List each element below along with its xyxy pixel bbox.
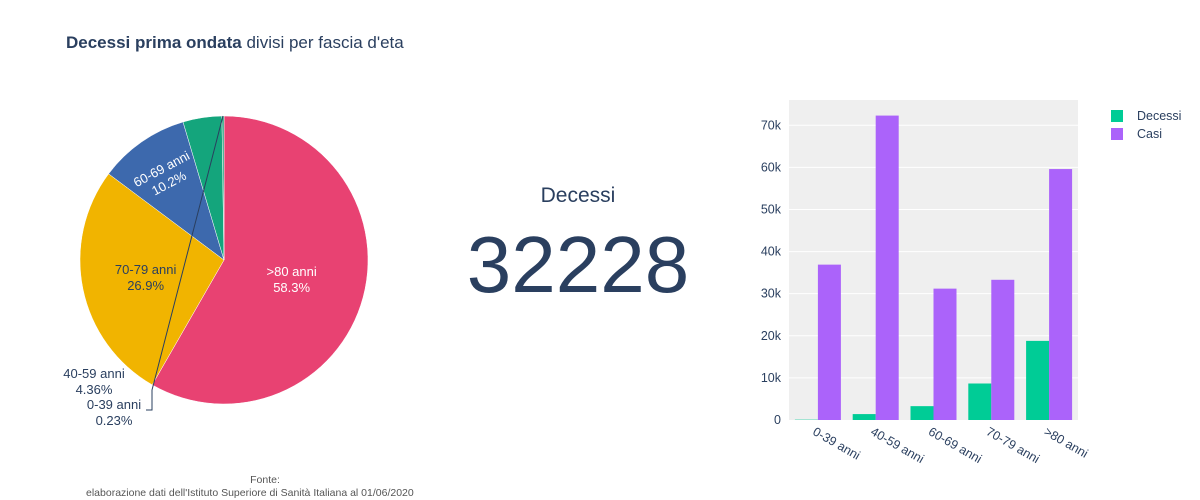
legend-swatch: [1111, 128, 1123, 140]
chart-title: Decessi prima ondata divisi per fascia d…: [66, 33, 404, 52]
legend-swatch: [1111, 110, 1123, 122]
legend-label: Decessi: [1137, 109, 1181, 123]
bar-decessi: [910, 406, 934, 420]
indicator: Decessi 32228: [467, 184, 689, 309]
y-tick-label: 50k: [761, 202, 782, 216]
x-tick-label: >80 anni: [1042, 424, 1091, 460]
pie-percent: 26.9%: [127, 278, 164, 293]
indicator-value: 32228: [467, 220, 689, 309]
pie-label: 40-59 anni: [63, 366, 125, 381]
y-tick-label: 10k: [761, 371, 782, 385]
x-tick-label: 60-69 anni: [926, 424, 984, 466]
x-tick-label: 70-79 anni: [984, 424, 1042, 466]
pie-slice: [79, 173, 225, 386]
pie-label: 0-39 anni: [87, 397, 141, 412]
bar-decessi: [968, 383, 992, 420]
pie-percent: 58.3%: [273, 280, 310, 295]
y-tick-label: 30k: [761, 287, 782, 301]
indicator-label: Decessi: [541, 184, 616, 207]
pie-slice: [221, 115, 225, 261]
bar-chart: 0 10k 20k 30k 40k 50k 60k 70k 0-39 anni 40-59 ann…: [761, 100, 1091, 466]
y-tick-label: 40k: [761, 245, 782, 259]
pie-leader-line: [146, 115, 224, 411]
bar-decessi: [852, 414, 876, 420]
pie-label: >80 anni: [267, 264, 317, 279]
pie-percent: 4.36%: [76, 382, 113, 397]
y-tick-label: 70k: [761, 118, 782, 132]
bar-casi: [933, 288, 957, 420]
x-tick-label: 40-59 anni: [868, 424, 926, 466]
bar-casi: [1049, 169, 1073, 420]
bar-decessi: [1026, 340, 1050, 420]
y-tick-label: 60k: [761, 160, 782, 174]
bar-casi: [991, 279, 1015, 420]
pie-slice: [108, 121, 225, 261]
pie-label: 70-79 anni: [115, 262, 177, 277]
source-label: Fonte:: [250, 474, 280, 486]
source-text: elaborazione dati dell'Istituto Superior…: [86, 487, 414, 499]
bar-casi: [875, 115, 899, 420]
pie-percent: 0.23%: [96, 413, 133, 428]
pie-slice: [151, 115, 369, 405]
y-tick-label: 20k: [761, 329, 782, 343]
y-tick-label: 0: [774, 413, 781, 427]
legend: Decessi Casi: [1111, 109, 1181, 141]
legend-label: Casi: [1137, 127, 1162, 141]
bar-casi: [817, 264, 841, 420]
x-tick-label: 0-39 anni: [810, 424, 862, 462]
